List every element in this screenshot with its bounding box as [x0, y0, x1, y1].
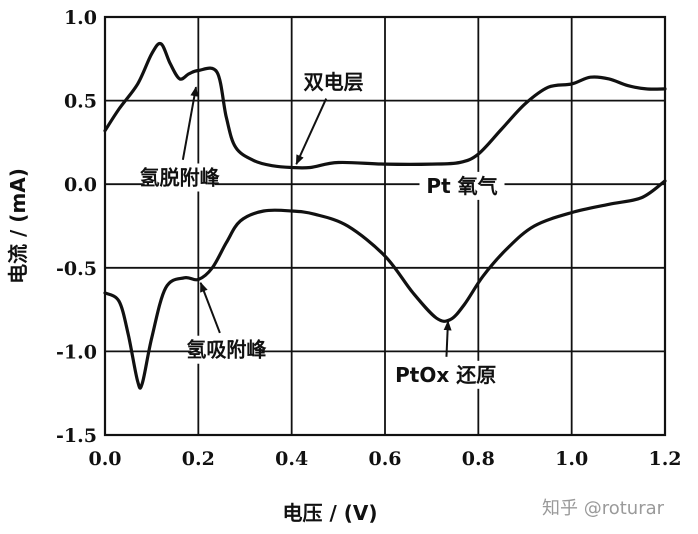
- y-tick-label-3: -0.5: [56, 258, 97, 280]
- annotation-label-bg-2: [419, 171, 505, 200]
- x-tick-label-3: 0.6: [368, 448, 401, 470]
- cv-cathodic-curve: [103, 179, 667, 390]
- annotation-label-0: 双电层: [304, 70, 364, 94]
- cv-anodic-curve: [103, 41, 667, 170]
- annotation-arrow-3: [199, 281, 221, 334]
- x-tick-label-1: 0.2: [182, 448, 215, 470]
- annotation-label-2: Pt 氧气: [426, 174, 497, 198]
- annotation-arrow-4: [443, 320, 452, 357]
- y-tick-label-2: 0.0: [64, 174, 97, 196]
- annotation-label-bg-3: [191, 335, 262, 364]
- x-tick-label-4: 0.8: [462, 448, 495, 470]
- annotation-label-bg-0: [306, 68, 362, 97]
- annotation-label-bg-1: [144, 163, 215, 192]
- tick-labels: 0.0 0.2 0.4 0.6 0.8 1.0 1.2 1.0 0.5 0.0 -0.5 -1.0 -1…: [56, 7, 681, 470]
- y-tick-label-0: 1.0: [64, 7, 97, 29]
- cv-curves: [103, 41, 667, 390]
- y-tick-label-1: 0.5: [64, 91, 97, 113]
- x-axis-title: 电压 / (V): [283, 501, 378, 525]
- annotation-label-1: 氢脱附峰: [140, 166, 220, 190]
- y-tick-label-4: -1.0: [56, 341, 97, 363]
- x-tick-label-5: 1.0: [555, 448, 588, 470]
- x-tick-label-6: 1.2: [648, 448, 681, 470]
- annotation-label-3: 氢吸附峰: [186, 338, 266, 362]
- annotation-label-bg-4: [388, 360, 504, 389]
- x-tick-label-2: 0.4: [275, 448, 308, 470]
- annotation-arrow-1: [181, 86, 199, 160]
- watermark-text: 知乎 @roturar: [542, 498, 665, 519]
- y-axis-title: 电流 / (mA): [6, 168, 30, 284]
- annotation-arrow-0: [295, 98, 328, 166]
- y-tick-label-5: -1.5: [56, 425, 97, 447]
- x-tick-label-0: 0.0: [88, 448, 121, 470]
- annotation-label-4: PtOx 还原: [395, 363, 496, 387]
